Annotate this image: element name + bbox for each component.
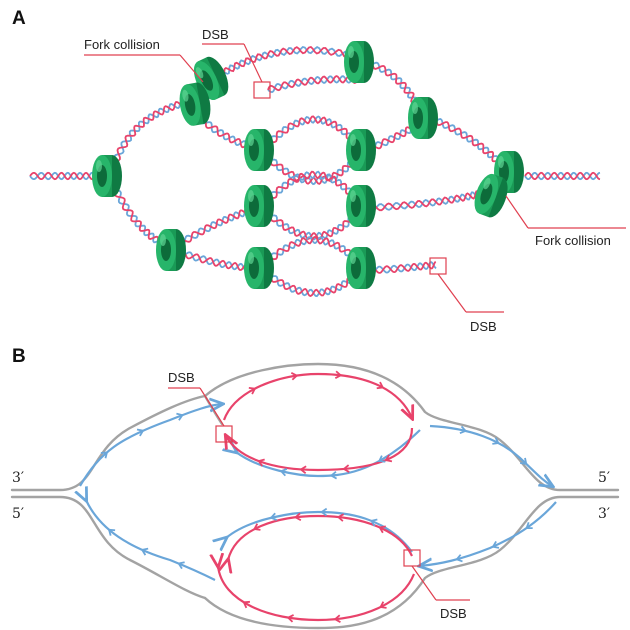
chevrons-blue-lower-left [107, 528, 185, 570]
callout-dsb-top: DSB [202, 27, 271, 99]
chevrons-pink-top-inner [257, 454, 393, 474]
end-label-bottom-left: 5′ [12, 506, 24, 522]
helicase-left [92, 155, 122, 197]
helix-bottom-bottom [264, 269, 362, 298]
callout-dsb-b-bottom: DSB [403, 549, 470, 621]
helix-upper-left-arm [109, 97, 195, 171]
parental-strands [10, 362, 620, 630]
blue-upper-right [429, 424, 552, 486]
helix-right-upper-arm [429, 115, 507, 172]
parental-top-ellipse [203, 362, 620, 492]
callout-dsb-bottom: DSB [429, 257, 504, 334]
chevrons-pink-bottom-inner [253, 512, 386, 534]
parental-bottom-left [10, 495, 207, 600]
end-label-top-left: 3′ [12, 470, 24, 486]
pink-strands [218, 372, 416, 622]
parental-bottom-ellipse [203, 495, 620, 630]
parental-top-left [10, 394, 207, 492]
callout-fork-collision-right: Fork collision [505, 195, 626, 248]
chevrons-blue-lower-right [455, 522, 533, 563]
helix-right-stem [524, 171, 601, 181]
blue-lower-left [86, 500, 216, 581]
helicase-bottom-left [244, 247, 274, 289]
pink-top-arc [222, 372, 412, 420]
helix-top-outer [213, 46, 362, 81]
pink-bottom-arc [218, 566, 416, 622]
pink-top-inner [226, 427, 414, 472]
helicase-collision-top-b [179, 82, 211, 126]
chevrons-blue-bottom-inner [269, 507, 378, 527]
helicase-top-right-a [344, 41, 374, 83]
blue-lower-right [420, 501, 557, 566]
chevrons-blue-upper-right [459, 425, 528, 465]
callout-dsb-b-top: DSB [168, 370, 233, 443]
chevrons-pink-top-arc [248, 370, 385, 395]
label-dsb-b-bottom: DSB [440, 606, 467, 621]
label-dsb-b-top: DSB [168, 370, 195, 385]
helicase-top-right-b [408, 97, 438, 139]
helicase-mid-lower-right [346, 185, 376, 227]
helicase-mid-upper-left [244, 129, 274, 171]
helix-bottom-top [264, 236, 363, 267]
helix-top-inner [267, 75, 359, 93]
helicase-collision-right-b [474, 173, 508, 218]
panel-a-letter: A [12, 8, 26, 29]
pink-bottom-inner [228, 514, 413, 560]
helicase-rings [92, 41, 524, 289]
end-label-bottom-right: 3′ [598, 506, 610, 522]
helix-mid-lower-top [263, 170, 363, 207]
helix-mid-upper-bottom [263, 152, 363, 186]
label-dsb-bottom-a: DSB [470, 319, 497, 334]
helix-bottom-right-tail [367, 260, 437, 275]
panel-a: A Fork collision DSB Fork collision DSB [12, 8, 626, 334]
chevrons-blue-upper-left [100, 412, 184, 459]
chevrons-blue-top-inner [279, 455, 386, 480]
helicase-mid-lower-left [244, 185, 274, 227]
helicase-collision-right-a [494, 151, 524, 193]
label-fork-collision-right: Fork collision [535, 233, 611, 248]
helicase-bottom-right [346, 247, 376, 289]
helicase-mid-upper-right [346, 129, 376, 171]
helix-mid-lower-bottom [263, 208, 362, 241]
callout-fork-collision-top: Fork collision [84, 37, 204, 83]
chevrons-pink-bottom-arc [242, 600, 387, 623]
blue-upper-left [79, 404, 222, 487]
blue-bottom-inner-top [226, 510, 413, 553]
strand-direction-arrows [100, 370, 533, 623]
helix-mid-lower-right [367, 188, 487, 212]
helix-mid-upper-top [263, 115, 364, 151]
helicase-lower-left [156, 229, 186, 271]
label-dsb-top: DSB [202, 27, 229, 42]
end-label-top-right: 5′ [598, 470, 610, 486]
label-fork-collision-top: Fork collision [84, 37, 160, 52]
panel-b-letter: B [12, 346, 26, 367]
panel-b: B [10, 346, 620, 630]
